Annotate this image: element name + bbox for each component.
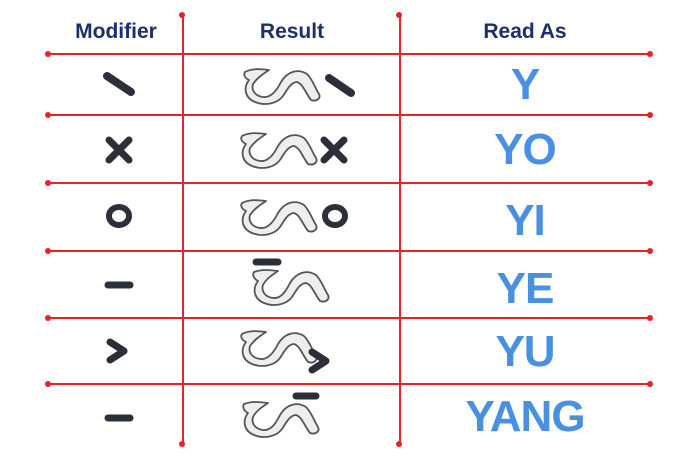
base-glyph-with-chevron-icon xyxy=(240,330,330,374)
row-divider xyxy=(48,250,650,252)
grid-dot xyxy=(45,112,51,118)
read-as-value: YANG xyxy=(465,392,585,441)
grid-dot xyxy=(647,315,653,321)
grid-dot xyxy=(396,441,402,447)
grid-dot xyxy=(647,51,653,57)
column-divider-2 xyxy=(399,15,401,445)
grid-dot xyxy=(647,112,653,118)
circle-stroke-icon xyxy=(106,204,132,228)
grid-dot xyxy=(45,248,51,254)
base-glyph-with-bar-above-icon xyxy=(252,258,330,306)
read-as-value: YI xyxy=(505,196,546,245)
row-divider xyxy=(48,317,650,319)
base-glyph-with-bar-top-right-icon xyxy=(242,392,320,438)
header-result: Result xyxy=(259,20,325,43)
grid-dot xyxy=(396,12,402,18)
read-as-value: YU xyxy=(495,327,555,376)
column-divider-1 xyxy=(182,15,184,445)
header-modifier: Modifier xyxy=(75,20,157,43)
grid-dot xyxy=(45,51,51,57)
grid-dot xyxy=(45,315,51,321)
grid-dot xyxy=(179,12,185,18)
row-divider xyxy=(48,114,650,116)
chevron-stroke-icon xyxy=(106,338,128,364)
read-as-value: YE xyxy=(496,264,555,313)
bar-stroke-icon xyxy=(104,281,134,289)
grid-dot xyxy=(45,381,51,387)
row-divider xyxy=(48,53,650,55)
row-divider xyxy=(48,383,650,385)
grid-dot xyxy=(647,180,653,186)
base-glyph-with-cross-icon xyxy=(240,132,348,169)
base-glyph-with-circle-icon xyxy=(240,199,348,236)
grid-dot xyxy=(179,441,185,447)
read-as-value: YO xyxy=(494,125,557,174)
slash-stroke-icon xyxy=(103,72,135,96)
grid-dot xyxy=(647,381,653,387)
header-read-as: Read As xyxy=(483,20,567,43)
read-as-value: Y xyxy=(510,60,540,109)
grid-dot xyxy=(45,180,51,186)
base-glyph-with-slash-icon xyxy=(243,68,355,105)
bar-stroke-icon xyxy=(104,414,134,422)
cross-stroke-icon xyxy=(105,136,133,164)
grid-dot xyxy=(647,248,653,254)
row-divider xyxy=(48,182,650,184)
